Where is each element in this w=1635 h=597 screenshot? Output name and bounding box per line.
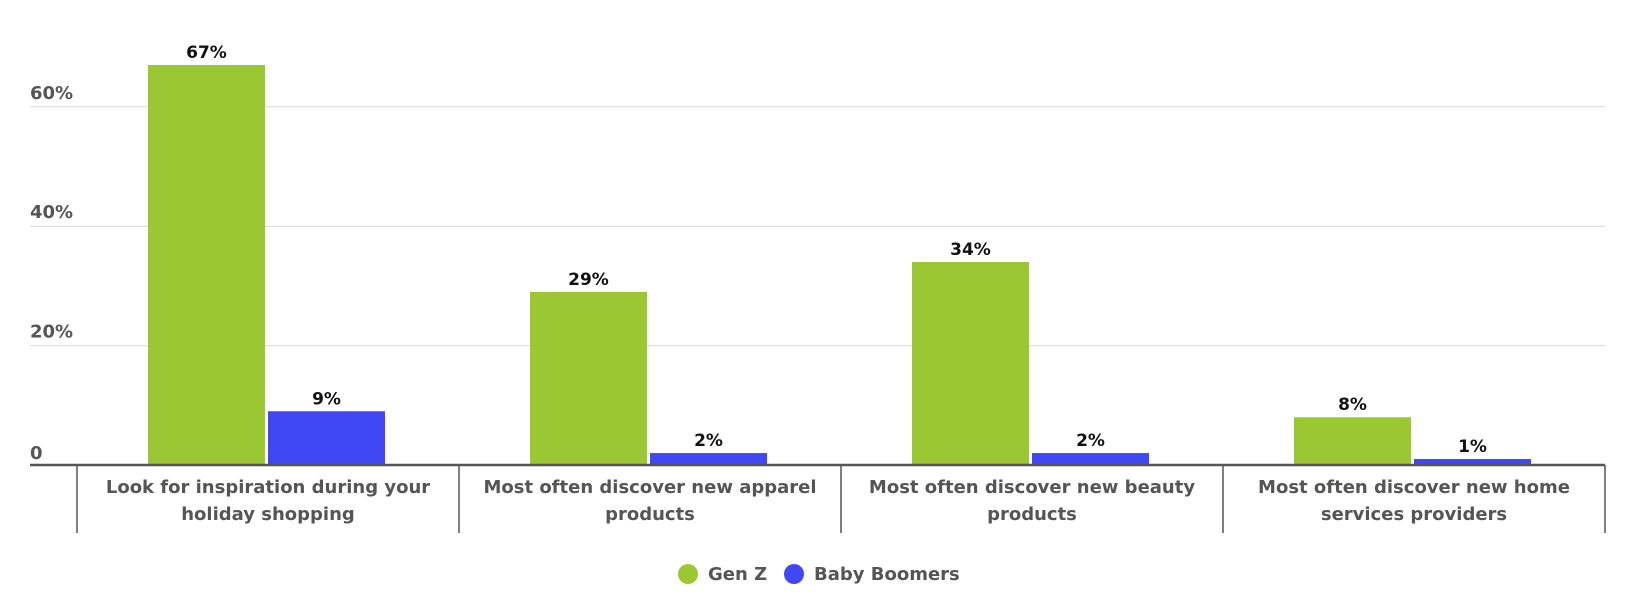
bar-baby-boomers (1032, 453, 1149, 465)
data-label: 2% (694, 431, 723, 451)
category-label: Most often discover new apparel (483, 477, 816, 498)
bars: 67% 29% 34% 8% 9% 2% 2% 1% (148, 43, 1531, 465)
x-axis-category-labels: Look for inspiration during your holiday … (106, 477, 1570, 525)
data-label: 2% (1076, 431, 1105, 451)
category-label: Most often discover new beauty (869, 477, 1195, 498)
category-label: products (605, 504, 695, 525)
data-label: 1% (1458, 437, 1487, 457)
category-label: Most often discover new home (1258, 477, 1570, 498)
data-label: 34% (950, 240, 991, 260)
category-label: holiday shopping (181, 504, 355, 525)
bar-gen-z (530, 291, 647, 465)
y-tick-label: 0 (30, 443, 43, 464)
y-axis-ticks: 0 20% 40% 60% (30, 83, 73, 464)
legend: Gen Z Baby Boomers (678, 564, 960, 585)
bar-baby-boomers (1414, 459, 1531, 465)
legend-marker-gen-z (678, 564, 698, 584)
y-tick-label: 40% (30, 202, 73, 223)
category-label: Look for inspiration during your (106, 477, 430, 498)
data-label: 9% (312, 389, 341, 409)
data-label: 29% (568, 270, 609, 290)
bar-gen-z (912, 262, 1029, 465)
data-label: 8% (1338, 395, 1367, 415)
y-tick-label: 60% (30, 83, 73, 104)
bar-baby-boomers (268, 411, 385, 465)
data-label: 67% (186, 43, 227, 63)
bar-gen-z (148, 65, 265, 465)
legend-label: Gen Z (708, 564, 767, 585)
x-axis (30, 463, 1606, 533)
bar-gen-z (1294, 417, 1411, 465)
y-tick-label: 20% (30, 322, 73, 343)
legend-marker-baby-boomers (784, 564, 804, 584)
bar-baby-boomers (650, 453, 767, 465)
category-label: services providers (1321, 504, 1507, 525)
gridlines (30, 106, 1605, 347)
category-label: products (987, 504, 1077, 525)
legend-label: Baby Boomers (814, 564, 960, 585)
